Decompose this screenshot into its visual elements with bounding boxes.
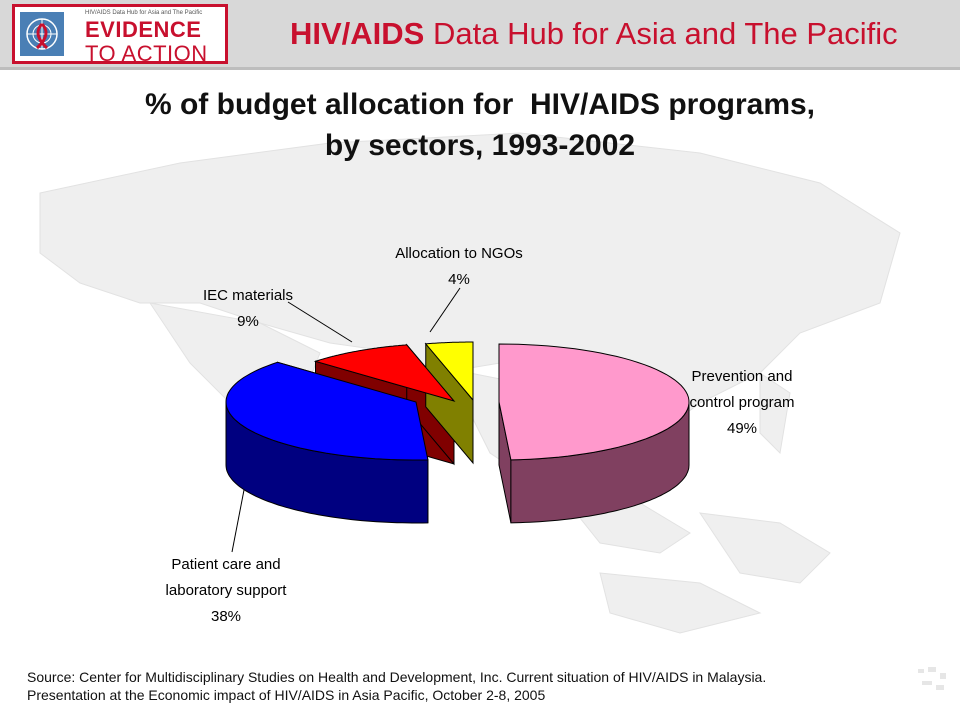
pie-slice-iec-materials [313,344,456,402]
pie-slice-allocation-to-ngos-leader-line [429,287,461,333]
pie-slice-prevention-and-label-line-2: control program [689,394,794,411]
chart-title: % of budget allocation for HIV/AIDS prog… [40,84,920,166]
pie-slice-prevention-and [498,343,690,461]
pie-slice-allocation-to-ngos-label-line-2: 4% [448,271,470,288]
pie-slice-prevention-and-label-line-1: Prevention and [692,368,793,385]
pie-slice-patient-care-and-label: Patient care and laboratory support 38% [166,556,288,625]
header-title: HIV/AIDS Data Hub for Asia and The Pacif… [290,16,898,52]
evidence-to-action-logo: HIV/AIDS Data Hub for Asia and The Pacif… [12,4,228,66]
un-emblem-icon [20,12,64,56]
pie-slice-patient-care-and-label-line-3: 38% [211,608,241,625]
corner-decoration-icon [918,667,946,690]
source-line-1: Source: Center for Multidisciplinary Stu… [27,669,767,685]
header-title-rest: Data Hub for Asia and The Pacific [432,16,898,51]
source-line-2: Presentation at the Economic impact of H… [27,687,546,703]
pie-slice-allocation-to-ngos-label: Allocation to NGOs 4% [395,245,523,288]
logo-caption: HIV/AIDS Data Hub for Asia and The Pacif… [85,10,203,16]
chart-title-line-2: by sectors, 1993-2002 [324,129,636,162]
header-bar: HIV/AIDS Data Hub for Asia and The Pacif… [0,0,960,70]
logo-text-to-action: TO ACTION [85,41,208,66]
pie-tops [225,341,690,461]
pie-slice-iec-materials-label-line-2: 9% [237,313,259,330]
logo-text-evidence: EVIDENCE [85,17,202,42]
pie-slice-iec-materials-label: IEC materials 9% [203,287,293,330]
pie-slice-iec-materials-leader-line [287,301,353,343]
source-note: Source: Center for Multidisciplinary Stu… [27,668,937,704]
pie-slice-patient-care-and-label-line-1: Patient care and [171,556,280,573]
pie-slice-patient-care-and-leader-line [231,489,245,553]
pie-slice-patient-care-and-label-line-2: laboratory support [166,582,288,599]
header-title-bold: HIV/AIDS [290,16,425,51]
chart-title-line-1: % of budget allocation for HIV/AIDS prog… [144,88,816,121]
pie-slice-prevention-and-label-line-3: 49% [727,420,757,437]
pie-slice-allocation-to-ngos-label-line-1: Allocation to NGOs [395,245,523,262]
pie-slice-patient-care-and [225,361,429,461]
pie-slice-allocation-to-ngos [424,341,474,402]
pie-slice-iec-materials-label-line-1: IEC materials [203,287,293,304]
pie-slice-prevention-and-label: Prevention and control program 49% [689,368,794,437]
